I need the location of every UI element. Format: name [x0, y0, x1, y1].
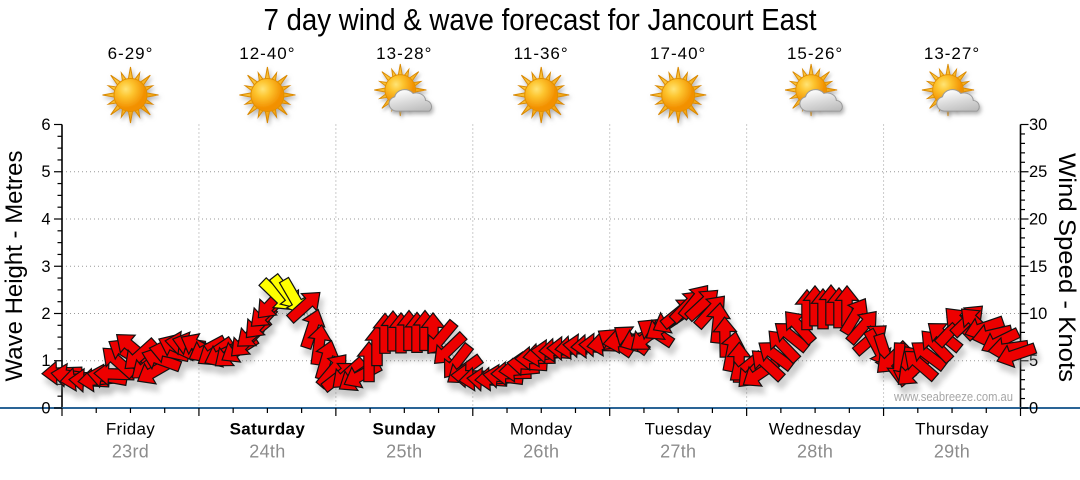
svg-text:27th: 27th: [660, 442, 696, 462]
svg-text:13-27°: 13-27°: [924, 44, 980, 63]
svg-text:0: 0: [41, 400, 50, 418]
svg-text:Tuesday: Tuesday: [645, 420, 712, 439]
svg-text:24th: 24th: [249, 442, 285, 462]
svg-text:29th: 29th: [934, 442, 970, 462]
svg-text:6: 6: [41, 116, 50, 134]
svg-text:6-29°: 6-29°: [108, 44, 154, 63]
svg-text:2: 2: [41, 305, 50, 323]
svg-text:www.seabreeze.com.au: www.seabreeze.com.au: [893, 390, 1013, 404]
svg-text:26th: 26th: [523, 442, 559, 462]
svg-text:17-40°: 17-40°: [650, 44, 706, 63]
svg-text:Friday: Friday: [106, 420, 155, 439]
svg-text:30: 30: [1029, 116, 1047, 134]
svg-text:28th: 28th: [797, 442, 833, 462]
svg-text:15-26°: 15-26°: [787, 44, 843, 63]
svg-text:10: 10: [1029, 305, 1047, 323]
svg-text:7 day wind & wave forecast for: 7 day wind & wave forecast for Jancourt …: [264, 2, 817, 37]
svg-text:1: 1: [41, 352, 50, 370]
svg-text:Wednesday: Wednesday: [769, 420, 862, 439]
svg-text:Monday: Monday: [510, 420, 573, 439]
svg-text:0: 0: [1029, 400, 1038, 418]
svg-text:23rd: 23rd: [112, 442, 149, 462]
svg-text:Saturday: Saturday: [230, 420, 306, 439]
svg-text:12-40°: 12-40°: [239, 44, 295, 63]
svg-text:25: 25: [1029, 163, 1047, 181]
svg-text:15: 15: [1029, 258, 1047, 276]
svg-text:Wind Speed - Knots: Wind Speed - Knots: [1053, 153, 1080, 382]
svg-text:11-36°: 11-36°: [514, 44, 569, 63]
svg-text:25th: 25th: [386, 442, 422, 462]
svg-text:4: 4: [41, 211, 50, 229]
svg-text:5: 5: [41, 163, 50, 181]
svg-text:20: 20: [1029, 211, 1047, 229]
svg-text:Wave Height - Metres: Wave Height - Metres: [1, 151, 28, 382]
svg-text:Sunday: Sunday: [373, 420, 437, 439]
svg-text:13-28°: 13-28°: [376, 44, 432, 63]
svg-text:3: 3: [41, 258, 50, 276]
svg-text:Thursday: Thursday: [915, 420, 989, 439]
